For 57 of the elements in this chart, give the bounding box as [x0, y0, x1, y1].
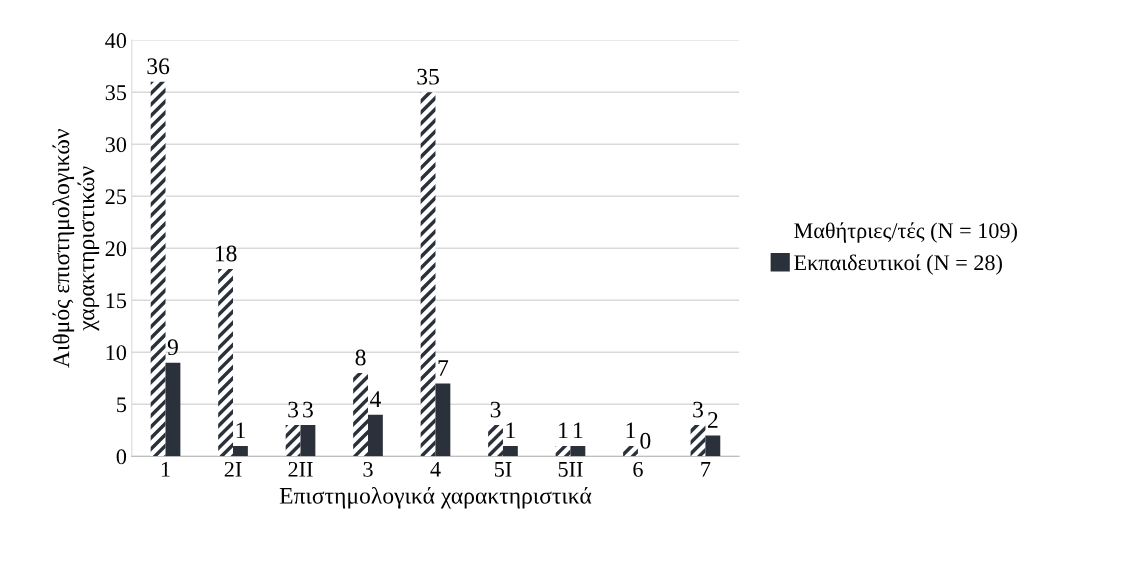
x-tick-label: 2II: [288, 461, 313, 477]
bar: [570, 445, 586, 457]
x-tick-label: 5II: [558, 462, 583, 477]
data-label: 7: [438, 360, 449, 376]
data-label: 3: [693, 401, 703, 418]
y-tick-label: 0: [116, 449, 127, 465]
bar: [690, 425, 706, 457]
y-tick-label: 10: [106, 345, 127, 361]
data-label: 18: [215, 245, 237, 262]
data-label: 1: [506, 422, 515, 439]
data-label: 0: [640, 432, 651, 449]
bar: [165, 362, 181, 457]
x-axis-title: Επιστημολογικά χαρακτηριστικά: [279, 486, 592, 509]
y-tick-label: 30: [105, 137, 127, 153]
data-label: 1: [236, 422, 245, 439]
bar: [555, 445, 571, 457]
y-tick-label: 20: [105, 241, 127, 257]
data-label: 1: [574, 422, 583, 439]
bar: [488, 425, 503, 457]
x-tick-label: 3: [363, 461, 373, 477]
data-label: 2: [707, 412, 718, 428]
x-tick-label: 4: [430, 461, 441, 477]
y-tick-label: 40: [105, 33, 127, 49]
data-label: 35: [417, 68, 439, 85]
bar: [435, 383, 451, 457]
bar: [150, 81, 166, 457]
y-tick-label: 35: [105, 85, 127, 101]
data-label: 3: [303, 401, 313, 418]
legend-label: Εκπαιδευτικοί (N = 28): [794, 254, 1002, 275]
data-label: 3: [490, 401, 501, 418]
data-label: 3: [288, 401, 299, 418]
y-axis-title: Αιθμός επιστημολογικών χαρακτηριστικών: [52, 129, 100, 368]
y-tick-label: 5: [117, 397, 127, 413]
bar: [233, 445, 248, 457]
x-tick-label: 7: [701, 462, 711, 477]
bar: [353, 373, 368, 457]
data-label: 36: [147, 58, 170, 75]
bar: [623, 445, 638, 457]
bar: [300, 425, 316, 457]
data-label: 1: [559, 422, 568, 439]
data-label: 4: [369, 391, 381, 407]
data-label: 1: [626, 422, 635, 439]
bar: [705, 435, 721, 457]
bar: [285, 425, 301, 457]
text: Μαθήτριες/τές (N = 109): [794, 222, 1017, 243]
bar: [420, 92, 436, 457]
y-tick-label: 15: [106, 293, 127, 309]
x-tick-label: 5I: [495, 462, 512, 477]
x-tick-label: 1: [161, 461, 170, 477]
x-tick-label: 6: [633, 461, 643, 477]
y-tick-label: 25: [105, 189, 127, 205]
x-tick-label: 2I: [224, 461, 242, 477]
bar: [367, 414, 383, 457]
bar: [218, 269, 234, 457]
bar: [502, 445, 518, 457]
data-label: 9: [167, 339, 178, 356]
data-label: 8: [355, 349, 366, 366]
